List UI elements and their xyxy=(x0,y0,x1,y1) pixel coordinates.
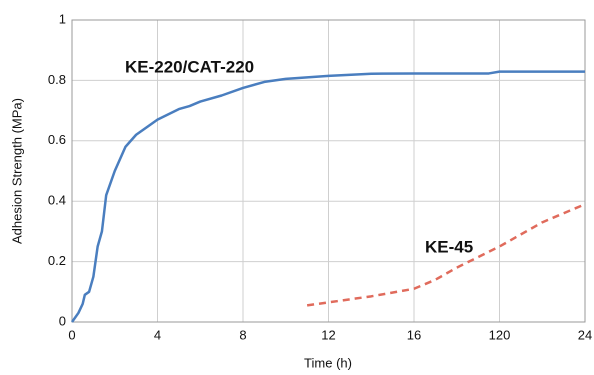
x-tick-label: 16 xyxy=(407,327,421,342)
series-label: KE-45 xyxy=(425,237,473,256)
series-line xyxy=(70,70,585,323)
x-tick-label: 4 xyxy=(154,327,161,342)
x-tick-label: 8 xyxy=(239,327,246,342)
y-tick-label: 1 xyxy=(59,11,66,26)
x-tick-label: 24 xyxy=(578,327,592,342)
y-axis-label: Adhesion Strength (MPa) xyxy=(9,98,24,244)
y-tick-label: 0 xyxy=(59,313,66,328)
x-axis-label: Time (h) xyxy=(304,355,352,370)
x-tick-label: 0 xyxy=(68,327,75,342)
y-tick-label: 0.4 xyxy=(48,193,66,208)
y-tick-label: 0.6 xyxy=(48,132,66,147)
y-tick-label: 0.8 xyxy=(48,72,66,87)
series-label: KE-220/CAT-220 xyxy=(125,57,254,76)
x-tick-label: 120 xyxy=(489,327,511,342)
plot-frame xyxy=(71,19,586,323)
x-tick-label: 12 xyxy=(321,327,335,342)
y-tick-label: 0.2 xyxy=(48,253,66,268)
